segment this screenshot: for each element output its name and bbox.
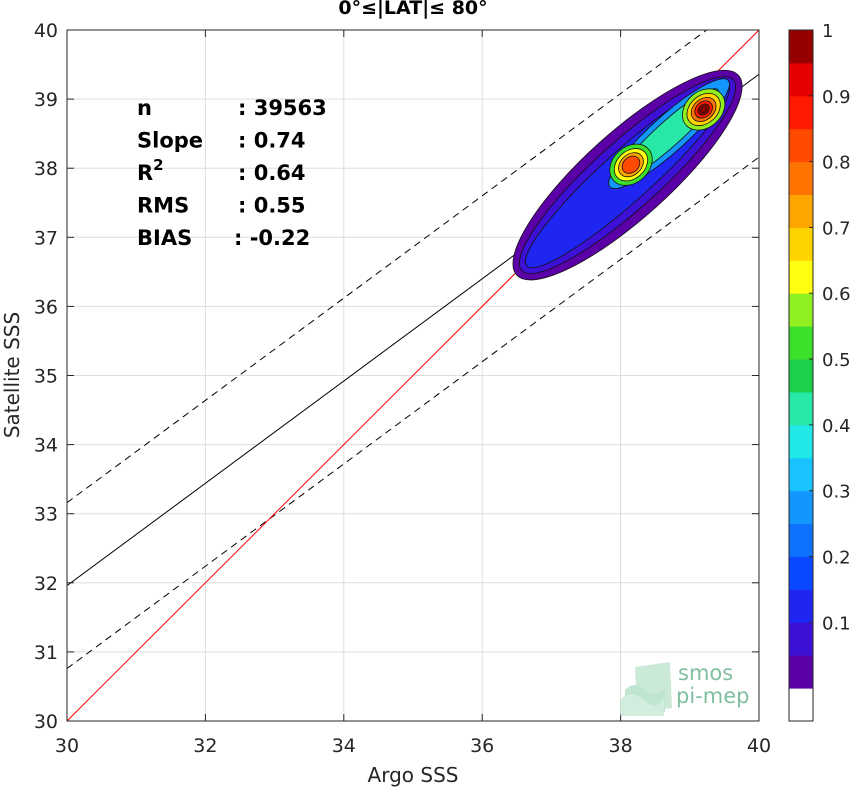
- colorbar-frame: [788, 29, 814, 722]
- y-tick-label: 38: [34, 158, 58, 180]
- colorbar-tick-label: 0.1: [822, 613, 851, 634]
- y-tick-label: 37: [34, 227, 58, 249]
- colorbar-swatch: [789, 589, 813, 623]
- y-tick-label: 40: [34, 20, 58, 42]
- y-ticks: 30 31 32 33 34 35 36 37 38 39 40: [34, 20, 759, 733]
- stat-value: : 0.64: [238, 161, 306, 185]
- x-tick-label: 38: [609, 735, 633, 757]
- colorbar-tick-label: 0.3: [822, 482, 851, 503]
- density-peak-ring: [621, 155, 641, 174]
- x-ticks: 30 32 34 36 38 40: [55, 30, 771, 757]
- stat-value: : -0.22: [234, 226, 310, 250]
- y-axis-label: Satellite SSS: [0, 312, 24, 438]
- colorbar-tick-label: 0.5: [822, 350, 851, 371]
- stat-key: RMS: [137, 194, 189, 218]
- x-tick-label: 30: [55, 735, 79, 757]
- grid: [66, 29, 760, 722]
- colorbar-swatch: [789, 128, 813, 163]
- colorbar-tick-label: 0.7: [822, 218, 851, 239]
- stat-key: BIAS: [137, 226, 192, 250]
- stats-box: n : 39563 Slope : 0.74 R2 : 0.64 RMS : 0.55 BIAS…: [137, 96, 327, 250]
- colorbar-swatch: [789, 688, 813, 722]
- colorbar-tick-label: 0.6: [822, 284, 851, 305]
- y-tick-label: 39: [34, 89, 58, 111]
- y-tick-label: 31: [34, 642, 58, 664]
- density-peak-core: [700, 105, 708, 113]
- colorbar-swatch: [789, 30, 813, 64]
- colorbar-swatch: [789, 523, 813, 557]
- x-tick-label: 32: [193, 735, 217, 757]
- colorbar-swatch: [789, 359, 813, 393]
- stat-key: R2: [137, 156, 164, 185]
- colorbar-tick-label: 0.2: [822, 547, 851, 568]
- y-tick-label: 35: [34, 366, 58, 388]
- colorbar-tick-label: 0.4: [822, 416, 851, 437]
- colorbar-swatch: [789, 62, 813, 97]
- logo-line1: smos: [678, 661, 733, 685]
- colorbar-swatch: [789, 424, 813, 459]
- stat-value: : 0.74: [238, 129, 306, 153]
- colorbar-swatch: [789, 326, 813, 360]
- stat-key: Slope: [137, 129, 203, 153]
- chart-title: 0°≤|LAT|≤ 80°: [338, 0, 487, 19]
- x-axis-label: Argo SSS: [368, 763, 459, 787]
- colorbar-swatch: [789, 95, 813, 130]
- colorbar-swatch: [789, 260, 813, 294]
- colorbar-swatch: [789, 556, 813, 590]
- colorbar-swatch: [789, 227, 813, 261]
- colorbar-tick-label: 1: [822, 21, 833, 42]
- colorbar-swatch: [789, 391, 813, 426]
- density-contours: [512, 69, 743, 281]
- x-tick-label: 36: [470, 735, 494, 757]
- colorbar-swatch: [789, 622, 813, 656]
- colorbar-ticks: 0.1 0.2 0.3 0.4 0.5 0.6 0.7 0.8 0.9 1: [809, 21, 851, 634]
- colorbar-swatch: [789, 457, 813, 492]
- stat-value: : 39563: [238, 96, 327, 120]
- stat-value: : 0.55: [238, 194, 306, 218]
- colorbar-tick-label: 0.8: [822, 153, 851, 174]
- colorbar-swatch: [789, 655, 813, 689]
- y-tick-label: 32: [34, 573, 58, 595]
- colorbar-swatch: [789, 161, 813, 196]
- logo-waves-icon: [620, 662, 672, 716]
- y-tick-label: 33: [34, 504, 58, 526]
- y-tick-label: 34: [34, 435, 58, 457]
- smos-pimep-logo: smos pi-mep: [620, 661, 749, 716]
- x-tick-label: 34: [332, 735, 356, 757]
- y-tick-label: 30: [34, 711, 58, 733]
- x-tick-label: 40: [747, 735, 771, 757]
- colorbar-swatch: [789, 490, 813, 525]
- logo-line2: pi-mep: [676, 684, 749, 708]
- stat-key: n: [137, 96, 152, 120]
- y-tick-label: 36: [34, 296, 58, 318]
- colorbar-tick-label: 0.9: [822, 87, 851, 108]
- colorbar: [788, 29, 814, 722]
- colorbar-swatch: [789, 194, 813, 228]
- colorbar-swatch: [789, 293, 813, 327]
